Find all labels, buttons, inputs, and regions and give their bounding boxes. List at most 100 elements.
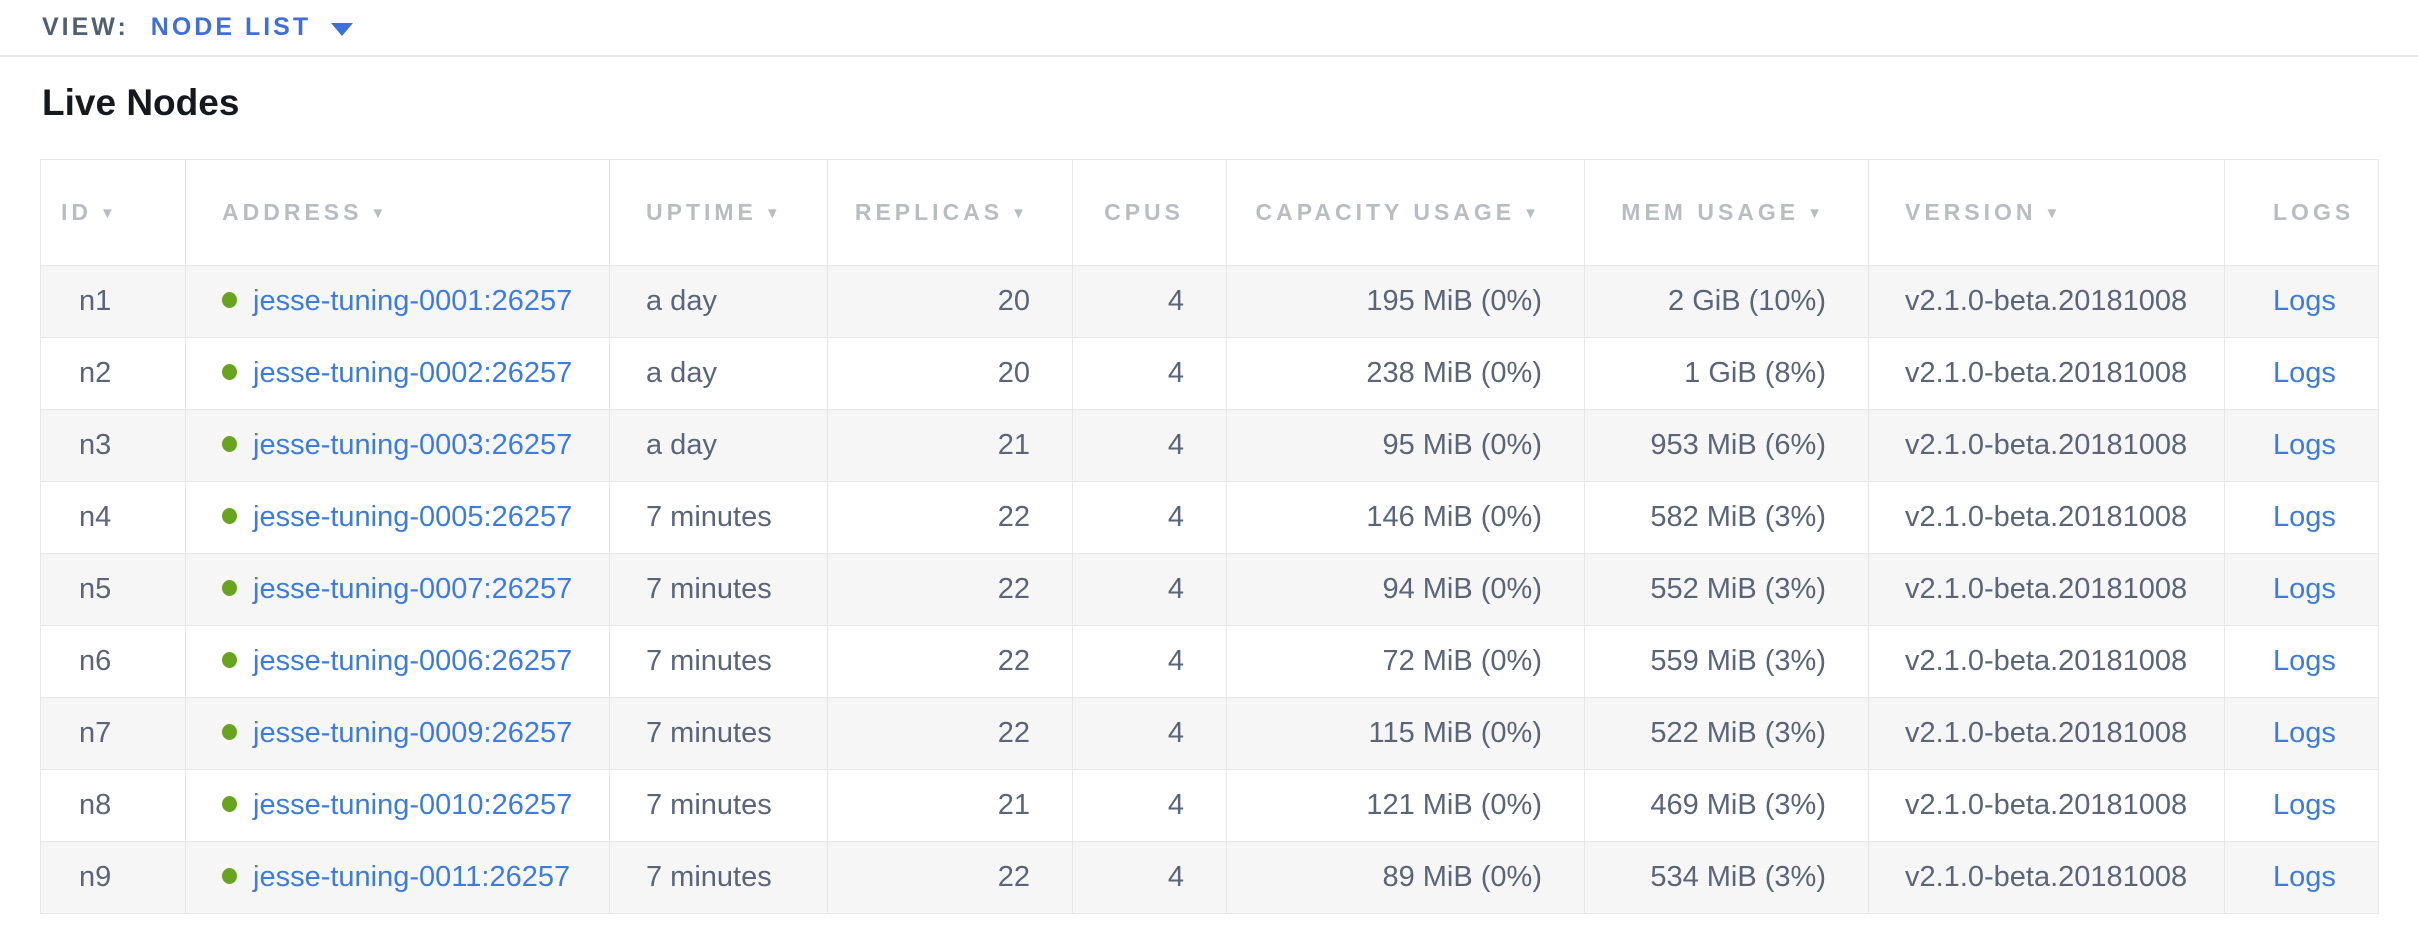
cell-mem: 552 MiB (3%) xyxy=(1584,553,1869,626)
node-logs-link[interactable]: Logs xyxy=(2273,429,2336,461)
table-row: n2 jesse-tuning-0002:26257 a day 20 4 238 MiB… xyxy=(40,337,2379,410)
cell-version: v2.1.0-beta.20181008 xyxy=(1868,409,2225,482)
cell-capacity: 146 MiB (0%) xyxy=(1226,481,1585,554)
cell-logs: Logs xyxy=(2224,481,2379,554)
cell-logs: Logs xyxy=(2224,841,2379,914)
node-address-link[interactable]: jesse-tuning-0001:26257 xyxy=(253,285,573,317)
cell-version: v2.1.0-beta.20181008 xyxy=(1868,841,2225,914)
node-address-link[interactable]: jesse-tuning-0006:26257 xyxy=(253,645,573,677)
cell-capacity: 195 MiB (0%) xyxy=(1226,265,1585,338)
node-status-icon xyxy=(222,364,237,380)
sort-arrow-icon: ▼ xyxy=(100,205,119,222)
cell-replicas: 22 xyxy=(827,625,1073,698)
cell-replicas: 22 xyxy=(827,481,1073,554)
cell-logs: Logs xyxy=(2224,265,2379,338)
node-status-icon xyxy=(222,436,237,452)
cell-capacity: 115 MiB (0%) xyxy=(1226,697,1585,770)
table-header-row: ID ▼ ADDRESS ▼ UPTIME ▼ REPLICAS ▼ CPUS CAPACITY … xyxy=(40,159,2379,266)
column-header-address[interactable]: ADDRESS ▼ xyxy=(185,159,610,266)
node-logs-link[interactable]: Logs xyxy=(2273,357,2336,389)
view-bar: VIEW: NODE LIST xyxy=(0,0,2418,57)
column-header-label: UPTIME xyxy=(646,199,757,225)
table-row: n5 jesse-tuning-0007:26257 7 minutes 22 4 94 … xyxy=(40,553,2379,626)
node-logs-link[interactable]: Logs xyxy=(2273,861,2336,893)
cell-address: jesse-tuning-0007:26257 xyxy=(185,553,610,626)
chevron-down-icon xyxy=(331,22,354,36)
cell-cpus: 4 xyxy=(1072,337,1227,410)
view-selector-dropdown[interactable]: NODE LIST xyxy=(151,13,354,42)
node-logs-link[interactable]: Logs xyxy=(2273,717,2336,749)
column-header-id[interactable]: ID ▼ xyxy=(40,159,186,266)
cell-mem: 469 MiB (3%) xyxy=(1584,769,1869,842)
node-logs-link[interactable]: Logs xyxy=(2273,573,2336,605)
cell-id: n5 xyxy=(40,553,186,626)
node-address-link[interactable]: jesse-tuning-0007:26257 xyxy=(253,573,573,605)
column-header-label: REPLICAS xyxy=(854,199,1004,225)
cell-address: jesse-tuning-0011:26257 xyxy=(185,841,610,914)
cell-id: n4 xyxy=(40,481,186,554)
cell-capacity: 72 MiB (0%) xyxy=(1226,625,1585,698)
column-header-logs: LOGS xyxy=(2224,159,2379,266)
table-row: n8 jesse-tuning-0010:26257 7 minutes 21 4 121… xyxy=(40,769,2379,842)
cell-version: v2.1.0-beta.20181008 xyxy=(1868,337,2225,410)
cell-id: n2 xyxy=(40,337,186,410)
cell-version: v2.1.0-beta.20181008 xyxy=(1868,625,2225,698)
cell-version: v2.1.0-beta.20181008 xyxy=(1868,553,2225,626)
table-row: n4 jesse-tuning-0005:26257 7 minutes 22 4 146… xyxy=(40,481,2379,554)
cell-version: v2.1.0-beta.20181008 xyxy=(1868,265,2225,338)
cell-mem: 953 MiB (6%) xyxy=(1584,409,1869,482)
cell-logs: Logs xyxy=(2224,625,2379,698)
column-header-label: CPUS xyxy=(1104,199,1184,225)
cell-id: n7 xyxy=(40,697,186,770)
table-row: n7 jesse-tuning-0009:26257 7 minutes 22 4 115… xyxy=(40,697,2379,770)
column-header-cpus: CPUS xyxy=(1072,159,1227,266)
cell-address: jesse-tuning-0003:26257 xyxy=(185,409,610,482)
cell-uptime: 7 minutes xyxy=(609,625,828,698)
column-header-label: LOGS xyxy=(2273,199,2355,225)
cell-replicas: 21 xyxy=(827,409,1073,482)
column-header-replicas[interactable]: REPLICAS ▼ xyxy=(827,159,1073,266)
sort-arrow-icon: ▼ xyxy=(2044,205,2064,222)
node-status-icon xyxy=(222,292,237,308)
cell-replicas: 22 xyxy=(827,553,1073,626)
node-logs-link[interactable]: Logs xyxy=(2273,285,2336,317)
sort-arrow-icon: ▼ xyxy=(1011,205,1030,222)
node-address-link[interactable]: jesse-tuning-0010:26257 xyxy=(253,789,573,821)
cell-replicas: 20 xyxy=(827,265,1073,338)
column-header-mem[interactable]: MEM USAGE ▼ xyxy=(1584,159,1869,266)
node-address-link[interactable]: jesse-tuning-0009:26257 xyxy=(253,717,573,749)
cell-logs: Logs xyxy=(2224,337,2379,410)
sort-arrow-icon: ▼ xyxy=(1807,205,1826,222)
view-label: VIEW: xyxy=(42,13,129,41)
sort-arrow-icon: ▼ xyxy=(764,205,784,222)
cell-capacity: 89 MiB (0%) xyxy=(1226,841,1585,914)
cell-replicas: 22 xyxy=(827,841,1073,914)
node-logs-link[interactable]: Logs xyxy=(2273,645,2336,677)
cell-id: n3 xyxy=(40,409,186,482)
cell-version: v2.1.0-beta.20181008 xyxy=(1868,769,2225,842)
cell-cpus: 4 xyxy=(1072,265,1227,338)
node-address-link[interactable]: jesse-tuning-0002:26257 xyxy=(253,357,573,389)
node-address-link[interactable]: jesse-tuning-0005:26257 xyxy=(253,501,573,533)
cell-cpus: 4 xyxy=(1072,409,1227,482)
node-status-icon xyxy=(222,652,237,668)
column-header-capacity[interactable]: CAPACITY USAGE ▼ xyxy=(1226,159,1585,266)
cell-cpus: 4 xyxy=(1072,481,1227,554)
column-header-label: ID xyxy=(61,199,92,225)
column-header-label: VERSION xyxy=(1905,199,2037,225)
column-header-version[interactable]: VERSION ▼ xyxy=(1868,159,2225,266)
node-address-link[interactable]: jesse-tuning-0011:26257 xyxy=(253,861,571,893)
cell-mem: 2 GiB (10%) xyxy=(1584,265,1869,338)
cell-id: n6 xyxy=(40,625,186,698)
cell-address: jesse-tuning-0009:26257 xyxy=(185,697,610,770)
node-address-link[interactable]: jesse-tuning-0003:26257 xyxy=(253,429,573,461)
cell-uptime: a day xyxy=(609,409,828,482)
cell-uptime: a day xyxy=(609,337,828,410)
node-logs-link[interactable]: Logs xyxy=(2273,501,2336,533)
cell-uptime: 7 minutes xyxy=(609,481,828,554)
cell-logs: Logs xyxy=(2224,697,2379,770)
cell-cpus: 4 xyxy=(1072,769,1227,842)
node-logs-link[interactable]: Logs xyxy=(2273,789,2336,821)
cell-uptime: 7 minutes xyxy=(609,841,828,914)
column-header-uptime[interactable]: UPTIME ▼ xyxy=(609,159,828,266)
